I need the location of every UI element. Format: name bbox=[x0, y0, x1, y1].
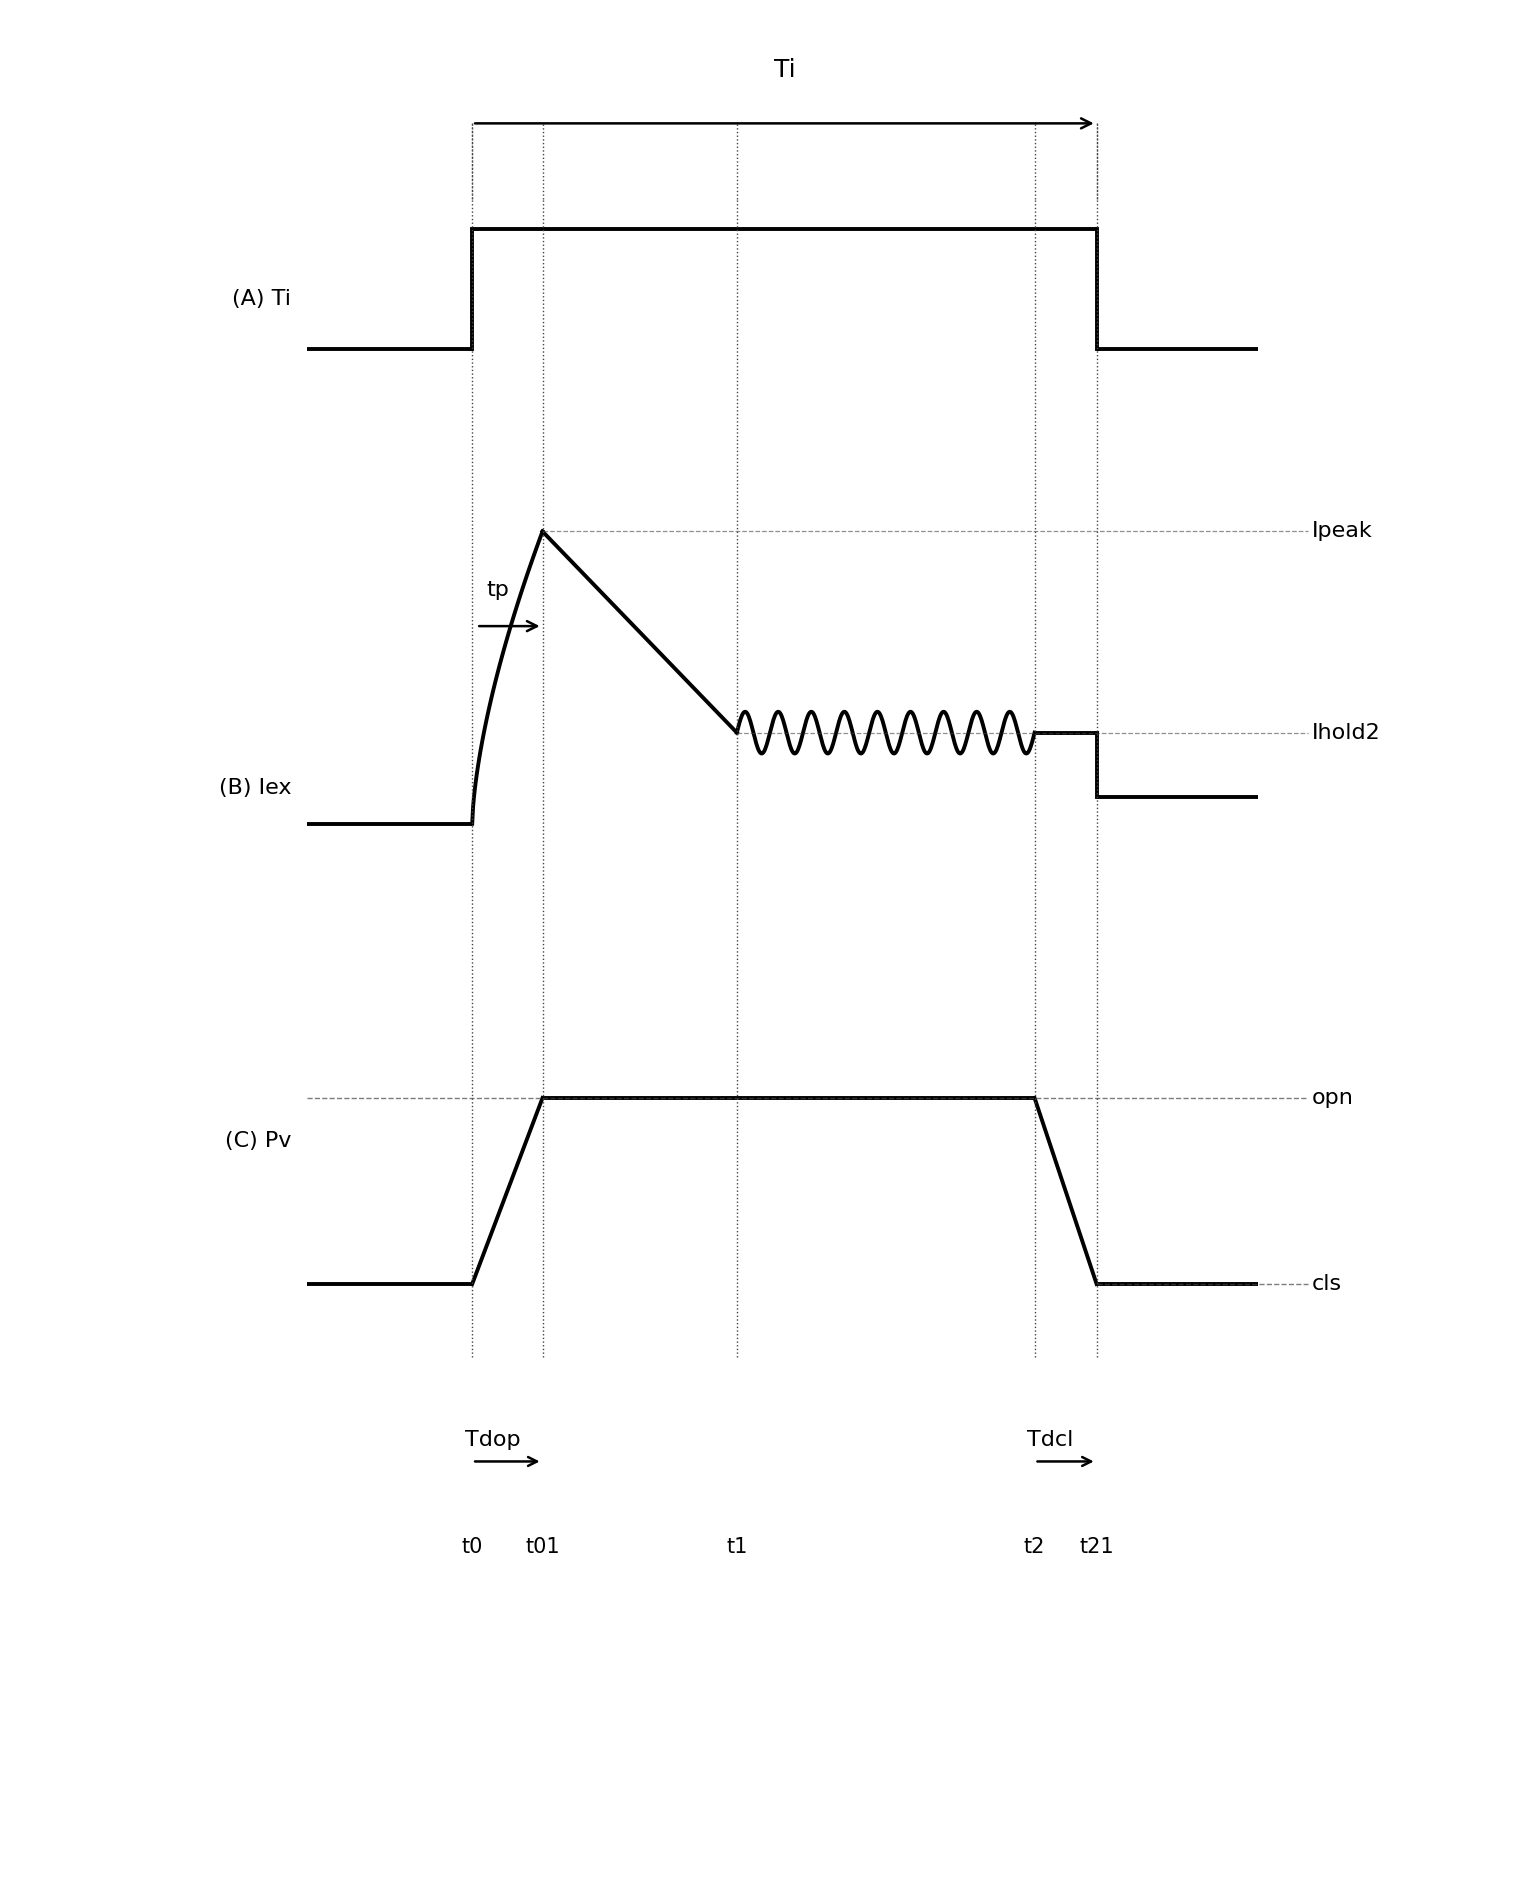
Text: cls: cls bbox=[1312, 1274, 1342, 1294]
Text: (A) Ti: (A) Ti bbox=[233, 288, 291, 309]
Text: Tdop: Tdop bbox=[465, 1429, 520, 1450]
Text: Ti: Ti bbox=[773, 57, 795, 82]
Text: (C) Pv: (C) Pv bbox=[225, 1131, 291, 1152]
Text: t1: t1 bbox=[726, 1537, 747, 1558]
Text: t01: t01 bbox=[525, 1537, 560, 1558]
Text: t0: t0 bbox=[462, 1537, 483, 1558]
Text: Ihold2: Ihold2 bbox=[1312, 723, 1381, 742]
Text: opn: opn bbox=[1312, 1088, 1353, 1108]
Text: (B) Iex: (B) Iex bbox=[219, 778, 291, 797]
Text: tp: tp bbox=[486, 579, 509, 600]
Text: Ipeak: Ipeak bbox=[1312, 522, 1373, 541]
Text: t2: t2 bbox=[1023, 1537, 1045, 1558]
Text: Tdcl: Tdcl bbox=[1026, 1429, 1074, 1450]
Text: t21: t21 bbox=[1080, 1537, 1114, 1558]
